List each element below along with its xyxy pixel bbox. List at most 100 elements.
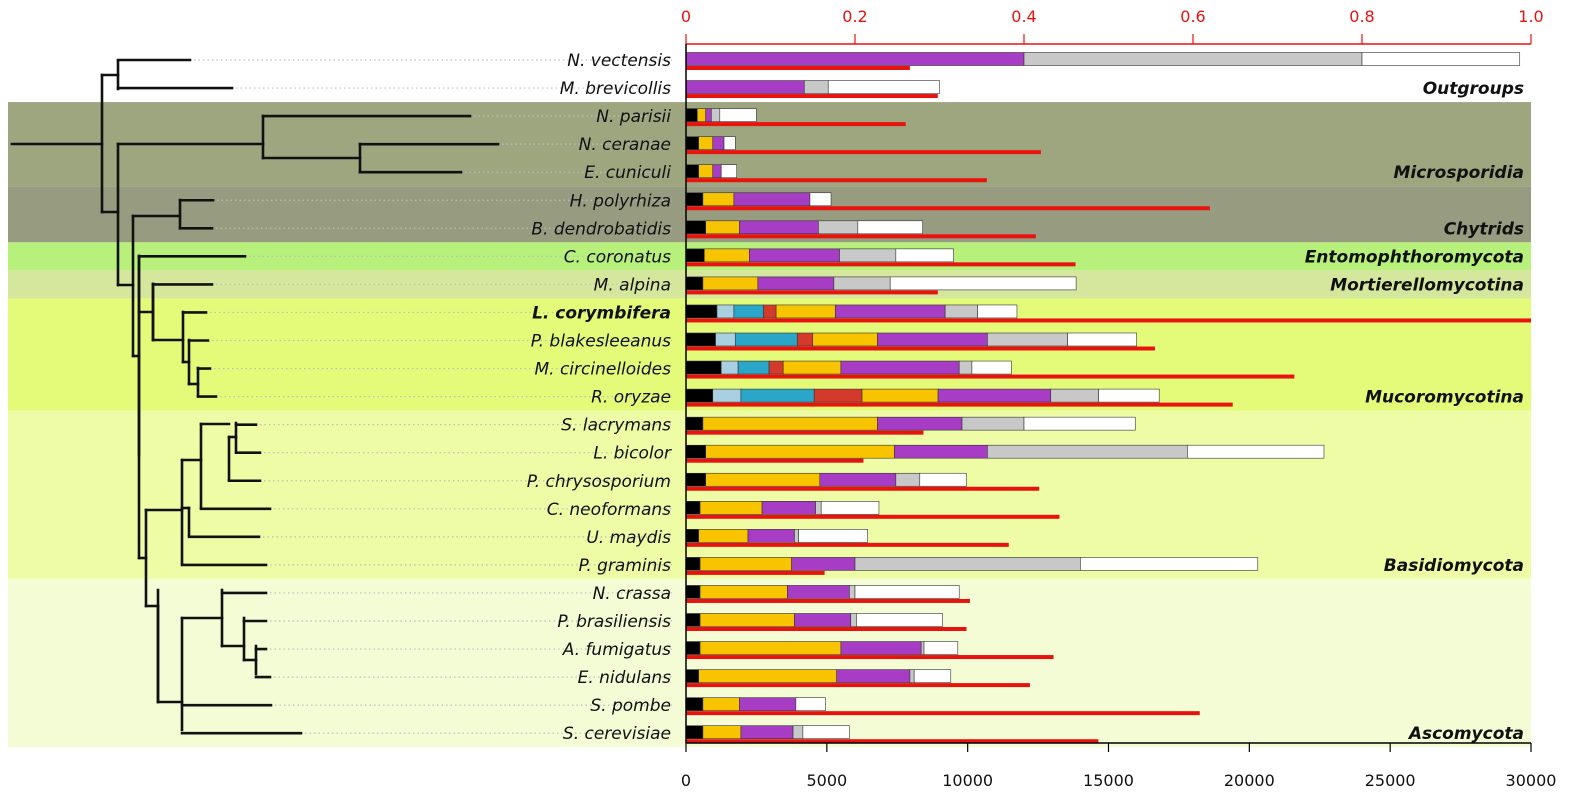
bar-segment-purple [834, 304, 946, 319]
species-label: P. graminis [578, 556, 671, 576]
species-label: C. neoformans [547, 500, 671, 520]
bar-segment-yellow [782, 360, 842, 375]
ratio-bar [686, 514, 1060, 519]
x-tick-label-bottom: 0 [681, 771, 691, 790]
group-label: Outgroups [1423, 79, 1524, 99]
group-label: Basidiomycota [1384, 556, 1524, 576]
ratio-bar [686, 598, 970, 603]
ratio-bar [686, 262, 1076, 267]
bar-segment-white [913, 669, 952, 683]
species-label: L. bicolor [593, 444, 672, 464]
bar-segment-purple [685, 52, 1025, 66]
bar-segment-blue [733, 304, 764, 319]
bar-segment-black [685, 697, 704, 711]
bar-segment-gray [849, 585, 856, 599]
bar-segment-black [685, 500, 701, 515]
ratio-bar [686, 486, 1040, 491]
clade-band [8, 578, 1531, 748]
x-tick-label-top: 0.4 [1011, 7, 1036, 26]
bar-segment-yellow [704, 248, 750, 263]
bar-segment-purple [894, 444, 988, 459]
bar-segment-purple [840, 641, 922, 655]
ratio-bar [686, 234, 1036, 239]
species-label: E. cuniculi [584, 163, 671, 183]
bar-segment-yellow [698, 164, 714, 178]
ratio-bar [686, 402, 1233, 407]
ratio-bar [686, 66, 910, 70]
bar-segment-purple [739, 697, 797, 711]
bar-segment-light-blue [720, 360, 739, 375]
ratio-bar [686, 458, 864, 463]
bar-segment-black [685, 613, 701, 627]
bar-segment-white [856, 613, 943, 627]
x-tick-label-top: 0 [681, 7, 691, 26]
species-label: N. parisii [596, 107, 671, 127]
bar-segment-gray [815, 500, 822, 515]
bar-segment-purple [712, 136, 725, 150]
bar-segment-purple [794, 613, 852, 627]
bar-segment-gray [803, 80, 829, 94]
ratio-bar [686, 94, 938, 99]
bar-segment-black [685, 276, 704, 291]
bar-segment-black [685, 136, 699, 150]
bar-segment-black [685, 557, 701, 571]
species-label: M. brevicollis [560, 79, 671, 99]
bar-segment-white [854, 585, 960, 599]
group-label: Mucoromycotina [1365, 388, 1524, 408]
species-label: N. vectensis [567, 51, 671, 71]
bar-segment-purple [787, 585, 850, 599]
bar-segment-yellow [699, 557, 792, 571]
bar-segment-black [685, 416, 704, 431]
bar-segment-white [977, 304, 1018, 319]
bar-segment-yellow [775, 304, 836, 319]
bar-segment-purple [836, 669, 911, 683]
group-label: Microsporidia [1393, 163, 1524, 183]
axes: 0 5000 10000 15000 20000 25000 30000 0 0.2 0.4 0.6… [681, 7, 1557, 790]
species-label: M. alpina [594, 275, 671, 295]
bar-segment-light-blue [715, 332, 736, 347]
species-label: A. fumigatus [562, 640, 671, 660]
bar-segment-yellow [702, 725, 742, 740]
bar-segment-black [685, 444, 707, 459]
x-tick-label-bottom: 20000 [1224, 771, 1275, 790]
bar-segment-gray [987, 444, 1188, 459]
bar-segment-gray [711, 108, 721, 122]
bar-segment-yellow [698, 669, 837, 683]
bar-segment-yellow [861, 388, 939, 403]
ratio-bar [686, 290, 938, 295]
bar-segment-purple [791, 557, 856, 571]
bar-segment-light-blue [712, 388, 742, 403]
bar-segment-black [685, 669, 699, 683]
species-label: P. chrysosporium [527, 472, 671, 492]
bar-segment-black [685, 304, 718, 319]
group-label: Mortierellomycotina [1330, 275, 1524, 295]
bar-segment-red [813, 388, 863, 403]
bar-segment-red [796, 332, 814, 347]
bar-segment-yellow [702, 416, 878, 431]
bar-segment-white [802, 725, 850, 740]
group-label: Ascomycota [1407, 724, 1524, 744]
species-label: S. cerevisiae [563, 724, 671, 744]
species-label: C. coronatus [564, 247, 671, 267]
species-label: S. pombe [590, 696, 671, 716]
species-label: H. polyrhiza [570, 191, 671, 211]
bar-segment-gray [818, 220, 859, 235]
bar-segment-red [768, 360, 784, 375]
bar-segment-gray [1050, 388, 1099, 403]
bar-segment-white [1098, 388, 1160, 403]
bar-segment-gray [850, 613, 857, 627]
bar-segment-gray [792, 725, 804, 740]
bar-segment-white [1361, 52, 1521, 66]
species-label: P. brasiliensis [557, 612, 671, 632]
bar-segment-white [889, 276, 1077, 291]
group-labels: Outgroups Microsporidia Chytrids Entomophth… [1305, 79, 1524, 744]
x-tick-label-top: 0.8 [1349, 7, 1374, 26]
bar-segment-white [857, 220, 923, 235]
species-labels: N. vectensis M. brevicollis N. parisii N. c… [527, 51, 672, 744]
bar-segment-gray [1023, 52, 1363, 66]
bar-segment-purple [685, 80, 805, 94]
bar-segment-purple [739, 220, 819, 235]
bar-segment-white [1080, 557, 1259, 571]
bar-segment-black [685, 360, 722, 375]
ratio-bar [686, 318, 1531, 323]
